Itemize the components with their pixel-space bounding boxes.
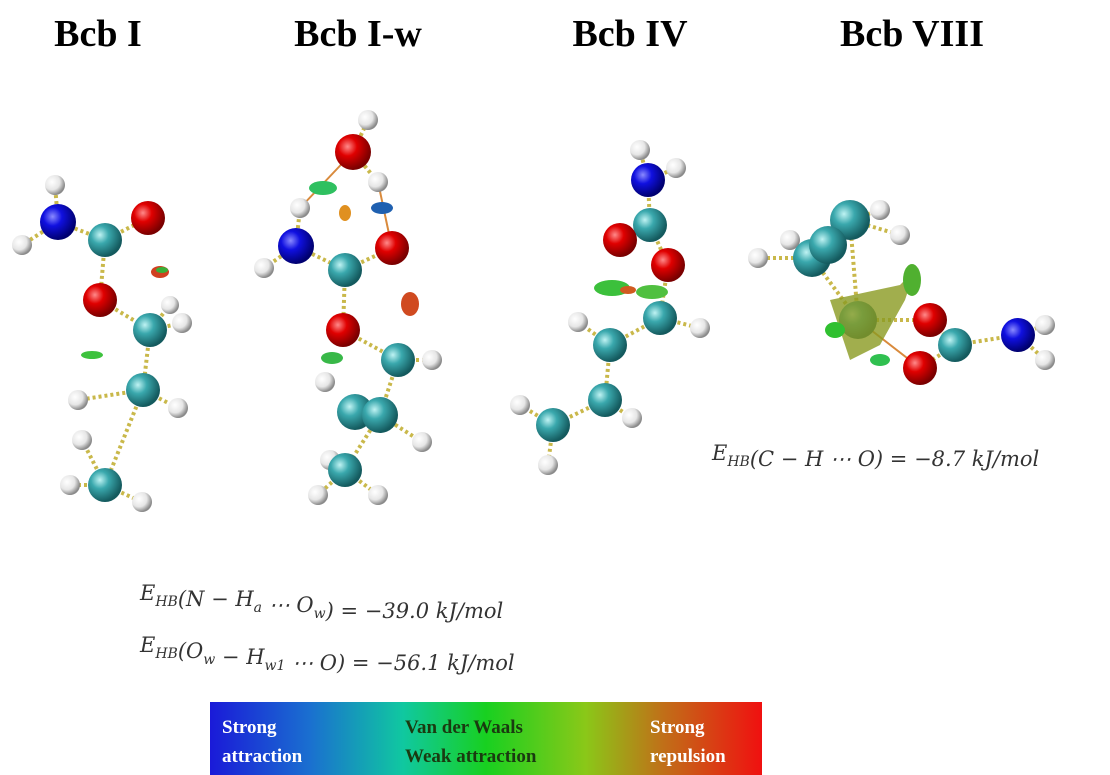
panel-title: Bcb I	[54, 13, 142, 55]
equation-subscript: a	[254, 600, 262, 616]
equation-text: ⋯ O) = −56.1 kJ/mol	[285, 651, 514, 675]
equation-subscript: HB	[154, 646, 178, 662]
equation-text: (N − H	[178, 587, 255, 611]
panel-title: Bcb IV	[572, 13, 688, 55]
panel-title: Bcb VIII	[840, 13, 984, 55]
equation: EHB(C − H ⋯ O) = −8.7 kJ/mol	[711, 441, 1039, 471]
colorbar: Strong attraction Van der Waals Weak att…	[210, 702, 762, 775]
panel-title: Bcb I-w	[294, 13, 422, 55]
colorbar-label: repulsion	[650, 746, 726, 767]
equation: EHB(Ow − Hw1 ⋯ O) = −56.1 kJ/mol	[139, 633, 515, 675]
colorbar-label: Van der Waals	[405, 717, 523, 738]
equation-text: (C − H ⋯ O) = −8.7 kJ/mol	[750, 447, 1039, 471]
molecule-bcb-i	[12, 175, 192, 512]
equation-subscript: HB	[154, 594, 178, 610]
colorbar-label: attraction	[222, 746, 303, 767]
colorbar-label: Strong	[222, 717, 277, 738]
equation-subscript: w	[203, 652, 215, 668]
equation-text: − H	[215, 645, 265, 669]
equation-text: E	[711, 441, 727, 465]
equation-subscript: w	[314, 606, 326, 622]
equation-text: ⋯ O	[262, 593, 314, 617]
panel-titles: Bcb I Bcb I-w Bcb IV Bcb VIII	[54, 13, 984, 55]
colorbar-label: Strong	[650, 717, 705, 738]
equation-text: ) = −39.0 kJ/mol	[325, 599, 504, 623]
equation-text: E	[139, 581, 155, 605]
equation-text: (O	[178, 639, 203, 663]
figure: Bcb I Bcb I-w Bcb IV Bcb VIII	[0, 0, 1110, 775]
equations: EHB(C − H ⋯ O) = −8.7 kJ/mol EHB(N − Ha …	[139, 441, 1039, 675]
molecule-bcb-iv	[510, 140, 710, 475]
equation-subscript: HB	[726, 454, 750, 470]
equation-subscript: w1	[265, 658, 286, 674]
molecule-bcb-viii	[748, 200, 1055, 385]
equation: EHB(N − Ha ⋯ Ow) = −39.0 kJ/mol	[139, 581, 503, 623]
colorbar-label: Weak attraction	[405, 746, 537, 767]
equation-text: E	[139, 633, 155, 657]
molecule-bcb-i-w	[254, 110, 442, 505]
